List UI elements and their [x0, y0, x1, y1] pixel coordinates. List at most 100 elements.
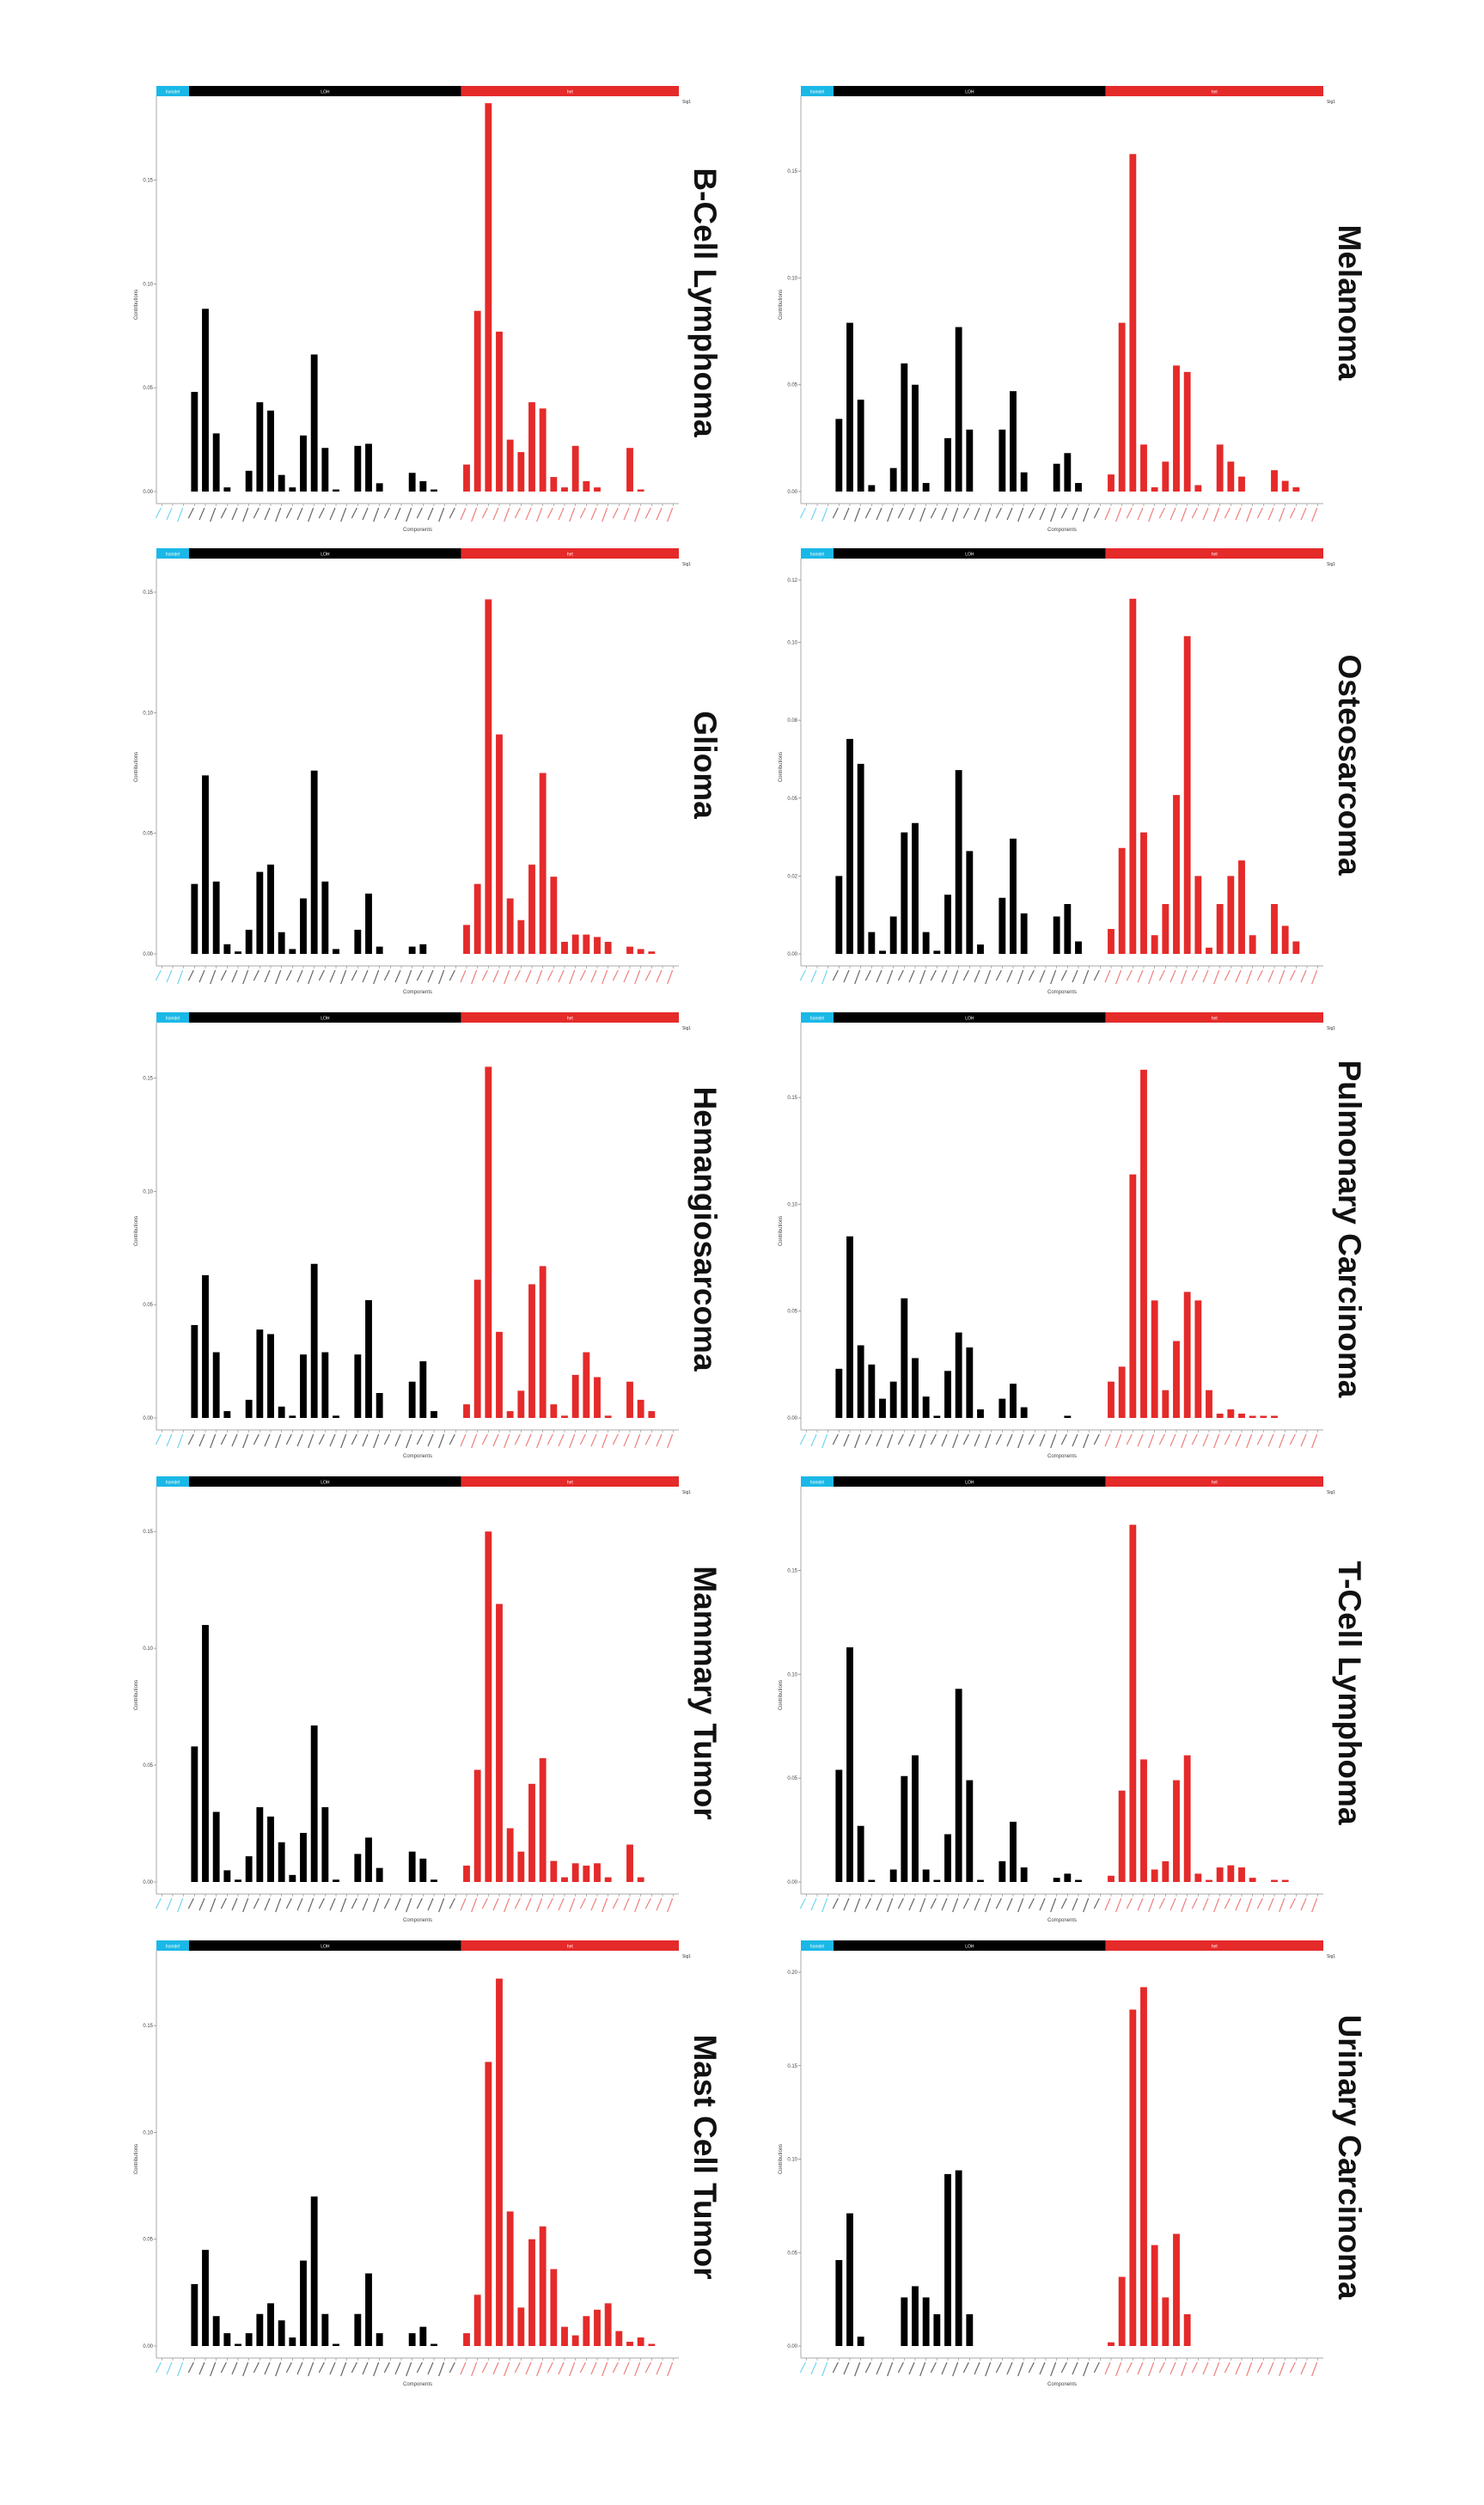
bar-het-33 [1162, 461, 1169, 492]
x-tick-label [166, 969, 173, 983]
x-tick-label [602, 507, 608, 522]
panel-title: Urinary Carcinoma [1323, 1925, 1375, 2389]
bar-loh-18 [354, 1854, 362, 1882]
x-tick-label [864, 507, 871, 519]
y-tick-label: 0.05 [787, 2251, 797, 2256]
bar-chart: homdel LOH het Sig1 0.00 0.05 0.10 0.15 Contribu… [779, 1476, 1335, 1923]
group-band-homdel [156, 1012, 189, 1023]
y-tick-label: 0.05 [787, 1776, 797, 1781]
x-tick-label [974, 1433, 980, 1447]
group-band-label: LOH [965, 1481, 974, 1486]
x-tick-label [1191, 1433, 1198, 1445]
x-tick-label [210, 969, 217, 985]
bar-loh-14 [310, 354, 318, 492]
y-tick-label: 0.00 [787, 2344, 797, 2349]
x-tick-label [198, 507, 205, 521]
group-band-homdel [801, 1012, 834, 1023]
bar-het-35 [1183, 1292, 1191, 1418]
bar-loh-24 [1064, 904, 1072, 954]
x-tick-label [536, 2361, 543, 2377]
bar-loh-6 [868, 1364, 876, 1418]
bar-loh-9 [901, 363, 908, 492]
bar-het-28 [463, 925, 470, 954]
x-tick-label [427, 1897, 434, 1911]
bar-het-32 [506, 1828, 514, 1882]
bar-loh-8 [245, 1856, 253, 1882]
x-tick-label [525, 1433, 532, 1447]
bar-het-36 [1194, 1873, 1202, 1882]
signature-label: Sig1 [1327, 1026, 1335, 1031]
signature-label: Sig1 [1327, 1490, 1335, 1495]
group-band-label: het [1212, 1481, 1218, 1486]
x-tick-label [1137, 2361, 1144, 2375]
x-tick-label [930, 2361, 937, 2374]
bar-loh-16 [333, 1415, 339, 1418]
x-tick-label [897, 969, 904, 981]
signature-label: Sig1 [682, 1954, 691, 1959]
group-band-label: LOH [965, 1945, 974, 1950]
x-tick-label [843, 507, 850, 521]
x-tick-label [166, 507, 173, 521]
group-band-het [1105, 1476, 1323, 1487]
bar-het-39 [1227, 1865, 1235, 1882]
panel-title-text: Glioma [687, 711, 723, 819]
group-band-loh [189, 1476, 461, 1487]
x-tick-label [623, 2361, 630, 2375]
y-axis-label: Contributions [134, 752, 139, 782]
x-tick-label [602, 1897, 608, 1913]
x-tick-label [941, 1433, 948, 1447]
group-band-label: homdel [166, 1945, 180, 1950]
bar-het-36 [550, 1860, 558, 1882]
x-tick-label [177, 1897, 184, 1913]
x-tick-label [832, 1433, 839, 1445]
x-tick-label [1300, 507, 1307, 521]
bar-loh-5 [857, 1825, 864, 1882]
bar-loh-13 [300, 898, 307, 954]
x-tick-label [308, 1433, 315, 1449]
x-tick-label [1224, 1897, 1231, 1909]
x-tick-label [231, 507, 238, 521]
bar-loh-19 [1010, 838, 1017, 954]
x-tick-label [264, 2361, 271, 2375]
bar-het-29 [473, 1769, 481, 1882]
x-tick-label [1126, 1897, 1133, 1909]
y-tick-label: 0.10 [787, 2158, 797, 2163]
bar-loh-23 [1053, 916, 1060, 954]
x-tick-label [1191, 969, 1198, 981]
x-tick-label [864, 2361, 871, 2374]
bar-het-38 [1216, 904, 1224, 954]
bar-het-38 [1216, 1414, 1224, 1418]
bar-het-31 [1140, 1069, 1147, 1418]
x-tick-label [460, 969, 467, 983]
bar-loh-23 [408, 2333, 416, 2346]
x-tick-label [155, 969, 162, 981]
y-tick-label: 0.15 [143, 1077, 153, 1082]
x-tick-label [644, 2361, 651, 2374]
bar-loh-25 [1075, 483, 1082, 492]
x-tick-label [471, 2361, 478, 2377]
x-tick-label [864, 1897, 871, 1909]
bar-chart: homdel LOH het Sig1 0.00 0.05 0.10 0.15 Contribu… [779, 86, 1335, 533]
bar-loh-3 [835, 2259, 843, 2346]
chart-panel-pulmonary-carcinoma: homdel LOH het Sig1 0.00 0.05 0.10 0.15 Contribu… [773, 997, 1375, 1461]
x-tick-label [1311, 2361, 1318, 2377]
x-tick-label [1191, 1897, 1198, 1909]
x-tick-label [264, 507, 271, 521]
chart-panel-t-cell-lymphoma: homdel LOH het Sig1 0.00 0.05 0.10 0.15 Contribu… [773, 1461, 1375, 1925]
x-tick-label [373, 1897, 380, 1913]
group-band-loh [189, 1012, 461, 1023]
x-tick-label [373, 2361, 380, 2377]
group-band-label: het [567, 1017, 574, 1022]
x-tick-label [1083, 969, 1090, 985]
bar-loh-9 [901, 1775, 908, 1882]
bar-loh-5 [857, 1345, 864, 1418]
x-tick-label [1279, 2361, 1286, 2377]
x-tick-label [1137, 969, 1144, 983]
bar-het-37 [1206, 1390, 1212, 1418]
y-tick-label: 0.15 [143, 179, 153, 184]
bar-het-37 [561, 1415, 568, 1418]
x-tick-label [558, 507, 565, 521]
x-tick-label [285, 2361, 292, 2374]
x-axis-label: Components [403, 990, 432, 995]
y-axis-label: Contributions [134, 2144, 139, 2174]
